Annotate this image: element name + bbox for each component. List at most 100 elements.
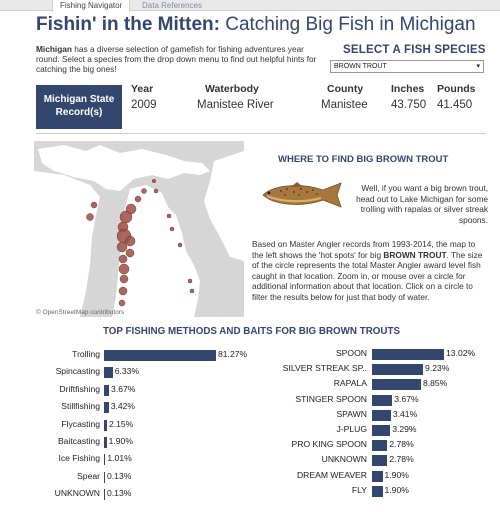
hotspot-map[interactable]: © OpenStreetMap contributors (34, 141, 244, 317)
bar[interactable] (372, 440, 388, 452)
bar-value-label: 3.41% (392, 408, 418, 419)
bar-label: UNKNOWN (321, 454, 367, 465)
hotspot-bubble[interactable] (169, 226, 175, 232)
intro-text: Michigan has a diverse selection of game… (36, 44, 326, 74)
bar[interactable] (372, 409, 391, 421)
where-body-post: . The size of the circle represents the … (252, 249, 483, 302)
brown-trout-icon (262, 182, 342, 208)
hotspot-bubble[interactable] (134, 195, 142, 203)
bar-value-label: 1.90% (108, 436, 133, 446)
hotspot-bubble[interactable] (118, 263, 130, 275)
bar[interactable] (372, 349, 444, 360)
species-dropdown-value: BROWN TROUT (334, 63, 387, 70)
bar-value-label: 13.02% (446, 348, 476, 358)
bar[interactable] (104, 454, 106, 466)
bar[interactable] (372, 394, 393, 406)
record-year: 2009 (131, 99, 157, 111)
hotspot-bubble[interactable] (118, 254, 128, 264)
hotspot-bubble[interactable] (124, 235, 136, 247)
bar-label: PRO KING SPOON (291, 439, 367, 450)
bar-value-label: 3.29% (392, 424, 417, 434)
intro-bold: Michigan (36, 44, 72, 54)
bar[interactable] (372, 470, 383, 482)
bar-value-label: 3.67% (394, 393, 419, 404)
page-title-rest: Catching Big Fish in Michigan (219, 14, 476, 35)
bar[interactable] (372, 364, 424, 376)
hotspot-bubble[interactable] (141, 188, 147, 194)
bar-label: FLY (351, 484, 367, 495)
wisconsin-shape (34, 171, 100, 317)
tab-bar: Fishing Navigator Data References (0, 0, 500, 12)
species-dropdown[interactable]: BROWN TROUT ▾ (330, 60, 484, 73)
bar[interactable] (104, 419, 107, 431)
bar-label: SPAWN (336, 408, 367, 419)
trout-belly (266, 194, 322, 203)
hotspot-bubble[interactable] (166, 213, 172, 219)
bar[interactable] (372, 485, 383, 497)
tab-fishing-navigator[interactable]: Fishing Navigator (52, 0, 131, 12)
bar[interactable] (104, 367, 113, 379)
hotspot-bubble[interactable] (118, 286, 128, 296)
bar-label: Baitcasting (57, 436, 100, 446)
bar-value-label: 2.78% (389, 439, 414, 450)
hotspot-bubble[interactable] (177, 242, 183, 248)
hotspot-bubble[interactable] (118, 299, 126, 307)
ontario-shape (204, 151, 244, 261)
tab-data-references[interactable]: Data References (142, 1, 203, 10)
bar[interactable] (104, 489, 105, 501)
bar-value-label: 6.33% (114, 366, 140, 377)
bar-value-label: 9.23% (425, 363, 450, 374)
hotspot-bubble[interactable] (90, 201, 98, 209)
methods-title: TOP FISHING METHODS AND BAITS FOR BIG BR… (103, 326, 400, 337)
bar[interactable] (372, 425, 391, 436)
divider (36, 133, 486, 134)
bar-label: UNKNOWN (54, 488, 100, 499)
hotspot-bubble[interactable] (189, 288, 195, 294)
bar-label: DREAM WEAVER (296, 469, 367, 480)
bar-value-label: 1.01% (107, 453, 132, 464)
hotspot-bubble[interactable] (119, 274, 129, 284)
bar[interactable] (104, 402, 109, 414)
bar-value-label: 3.42% (110, 401, 136, 412)
page-title: Fishin' in the Mitten: Catching Big Fish… (36, 14, 476, 36)
bar-value-label: 1.90% (384, 484, 409, 495)
michigan-map-svg (34, 145, 244, 317)
where-body-bold: BROWN TROUT (383, 249, 447, 260)
bar[interactable] (104, 384, 110, 396)
hotspot-bubble[interactable] (116, 241, 128, 253)
bar[interactable] (104, 437, 107, 448)
bar[interactable] (104, 350, 216, 361)
bar[interactable] (104, 471, 105, 483)
where-body-pre: Based on Master Angler records from 1993… (252, 239, 476, 260)
hotspot-bubbles[interactable] (86, 178, 195, 307)
chevron-down-icon[interactable]: ▾ (476, 63, 480, 70)
bar-label: Flycasting (61, 418, 100, 429)
hotspot-bubble[interactable] (151, 178, 157, 184)
where-tip: Well, if you want a big brown trout, hea… (356, 183, 488, 225)
hotspot-bubble[interactable] (119, 210, 133, 224)
state-record-label: Michigan State Record(s) (36, 85, 122, 129)
bar-label: Ice Fishing (58, 453, 100, 464)
record-header-year: Year (131, 83, 154, 95)
bar-label: RAPALA (333, 378, 367, 389)
record-header-waterbody: Waterbody (205, 83, 259, 95)
bar[interactable] (372, 455, 388, 467)
hotspot-bubble[interactable] (125, 248, 135, 258)
bar-value-label: 3.67% (111, 383, 136, 394)
bar-label: STINGER SPOON (295, 393, 367, 404)
page-title-bold: Fishin' in the Mitten: (36, 14, 220, 35)
hotspot-bubble[interactable] (187, 278, 193, 284)
bar-label: Driftfishing (59, 383, 100, 394)
record-header-inches: Inches (391, 83, 425, 95)
record-county: Manistee (321, 99, 368, 111)
lower-peninsula-shape (112, 185, 200, 317)
record-inches: 43.750 (391, 99, 427, 111)
bar-label: SILVER STREAK SP.. (282, 363, 367, 374)
bar-value-label: 2.78% (389, 454, 414, 465)
map-credit[interactable]: © OpenStreetMap contributors (36, 309, 125, 316)
hotspot-bubble[interactable] (153, 188, 159, 194)
hotspot-bubble[interactable] (86, 213, 94, 221)
trout-spots (280, 188, 318, 196)
bar[interactable] (372, 379, 421, 391)
bar-label: Spear (77, 470, 100, 481)
